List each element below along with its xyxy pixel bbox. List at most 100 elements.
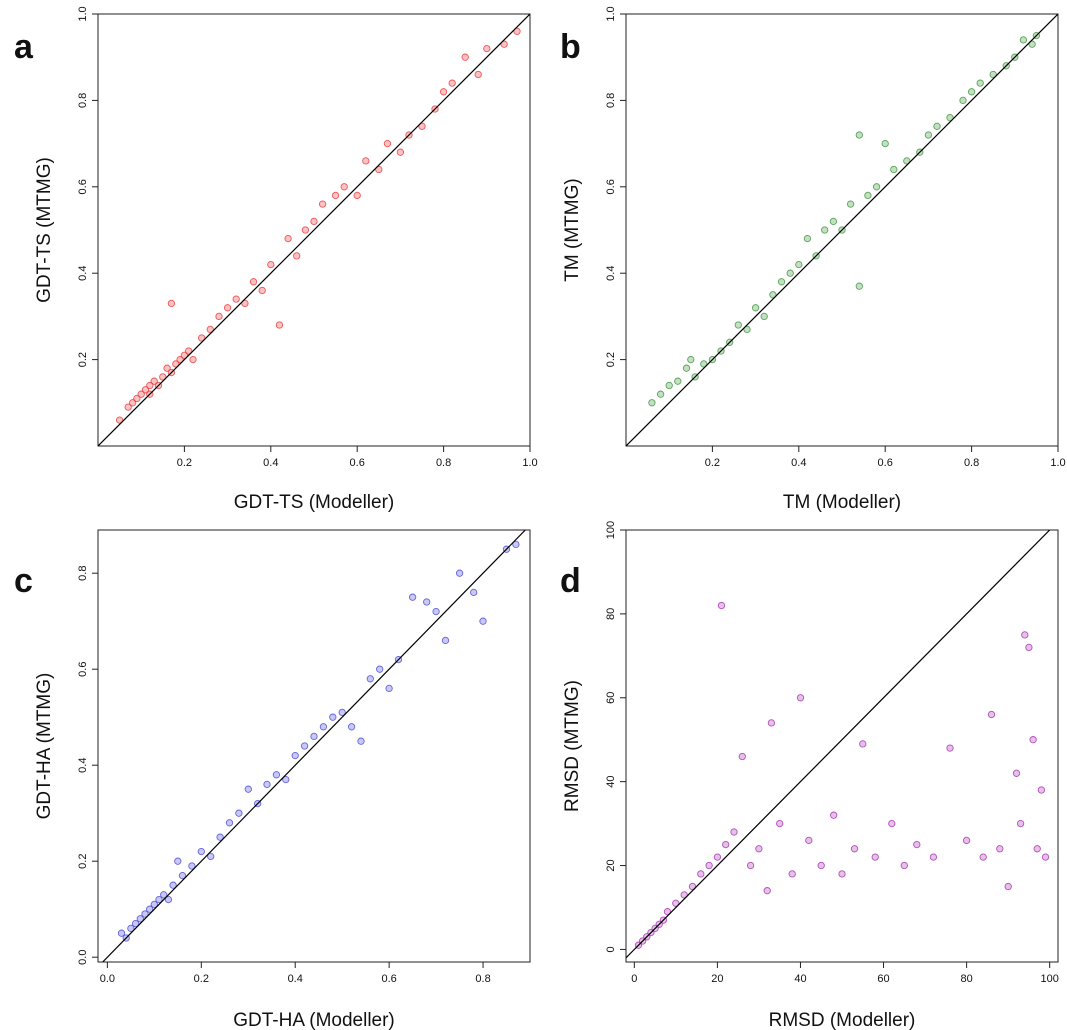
data-point <box>455 569 464 577</box>
reference-line <box>102 530 526 962</box>
panel-c: c 0.0 0.2 0.4 0.6 0.8 0.0 0.2 0.4 0.6 0.8 GDT-HA (M… <box>14 529 531 1030</box>
data-point <box>850 845 859 853</box>
data-point <box>141 386 150 394</box>
data-point <box>197 847 205 856</box>
data-point <box>838 870 846 878</box>
data-point <box>115 416 124 424</box>
plot-frame <box>625 529 1059 963</box>
data-point <box>263 780 271 789</box>
x-tick-label: 0.4 <box>288 973 303 985</box>
x-tick-label: 0.2 <box>705 457 720 469</box>
data-point <box>786 269 794 277</box>
data-point <box>117 929 126 937</box>
x-tick-label: 1.0 <box>1050 457 1065 469</box>
data-point <box>1019 36 1028 44</box>
data-point <box>176 355 184 364</box>
data-point <box>933 122 941 130</box>
data-point <box>663 908 672 916</box>
reference-line <box>98 14 530 446</box>
x-tick-label: 0 <box>631 973 637 985</box>
data-point <box>989 70 997 79</box>
data-point <box>159 373 167 381</box>
y-axis-title: RMSD (MTMG) <box>562 680 583 812</box>
data-point <box>432 607 440 616</box>
y-tick-label: 0.6 <box>77 662 89 677</box>
panel-letter: d <box>560 562 581 600</box>
data-point <box>293 252 301 260</box>
data-point <box>1028 40 1036 48</box>
data-point <box>1012 769 1021 777</box>
data-point <box>347 723 356 731</box>
data-point <box>788 870 796 878</box>
data-point <box>207 852 215 861</box>
y-tick-label: 1.0 <box>605 6 617 21</box>
data-point <box>913 840 921 849</box>
data-point <box>448 79 456 87</box>
data-point <box>198 334 206 342</box>
data-point <box>137 390 145 398</box>
y-tick-label: 0.6 <box>605 179 617 194</box>
data-point <box>871 853 879 861</box>
data-point <box>362 157 370 165</box>
x-tick-label: 0.8 <box>436 457 451 469</box>
data-point <box>474 70 482 79</box>
data-point <box>890 165 898 174</box>
data-point <box>483 44 491 53</box>
y-tick-label: 0.2 <box>77 854 89 869</box>
plot-frame <box>97 13 531 447</box>
y-tick-label: 1.0 <box>77 6 89 21</box>
y-tick-label: 0 <box>605 946 617 952</box>
data-point <box>767 719 776 727</box>
data-point <box>705 861 713 870</box>
x-axis-title: TM (Modeller) <box>783 492 901 513</box>
data-point <box>777 278 786 286</box>
data-point <box>743 325 751 334</box>
data-point <box>672 899 680 907</box>
data-point <box>215 312 223 321</box>
data-point <box>697 870 705 878</box>
data-point <box>310 217 318 226</box>
data-point <box>1004 882 1012 891</box>
data-point <box>1037 786 1046 794</box>
x-tick-label: 0.0 <box>100 973 115 985</box>
data-point <box>755 845 763 853</box>
y-axis-title: TM (MTMG) <box>562 178 583 281</box>
data-point <box>700 360 708 368</box>
x-tick-label: 80 <box>960 973 972 985</box>
data-point <box>301 226 310 234</box>
data-point <box>803 234 812 243</box>
data-point <box>300 742 309 750</box>
panel-letter: b <box>560 28 581 66</box>
data-point <box>717 601 726 610</box>
data-point <box>174 857 182 865</box>
data-point <box>500 40 508 48</box>
y-tick-label: 80 <box>605 608 617 620</box>
data-point <box>900 861 908 870</box>
data-point <box>396 148 405 156</box>
data-point <box>967 88 976 96</box>
data-point <box>924 131 933 139</box>
data-point <box>461 53 469 61</box>
x-tick-label: 0.8 <box>964 457 979 469</box>
x-tick-label: 1.0 <box>522 457 537 469</box>
data-point <box>249 278 258 286</box>
data-point <box>796 694 805 702</box>
data-point <box>987 710 996 719</box>
data-point <box>929 853 938 861</box>
x-axis-title: RMSD (Modeller) <box>769 1010 916 1030</box>
data-point <box>805 836 813 845</box>
data-point <box>418 122 426 130</box>
data-point <box>734 321 742 329</box>
x-axis-title: GDT-HA (Modeller) <box>233 1010 395 1030</box>
y-tick-label: 0.8 <box>77 93 89 108</box>
data-point <box>366 675 374 683</box>
data-point <box>223 304 232 312</box>
data-point <box>829 217 838 226</box>
data-point <box>656 390 665 398</box>
data-point <box>769 291 777 299</box>
data-point <box>962 836 971 845</box>
data-point <box>146 905 154 913</box>
x-tick-label: 0.4 <box>791 457 806 469</box>
data-point <box>1029 736 1037 744</box>
